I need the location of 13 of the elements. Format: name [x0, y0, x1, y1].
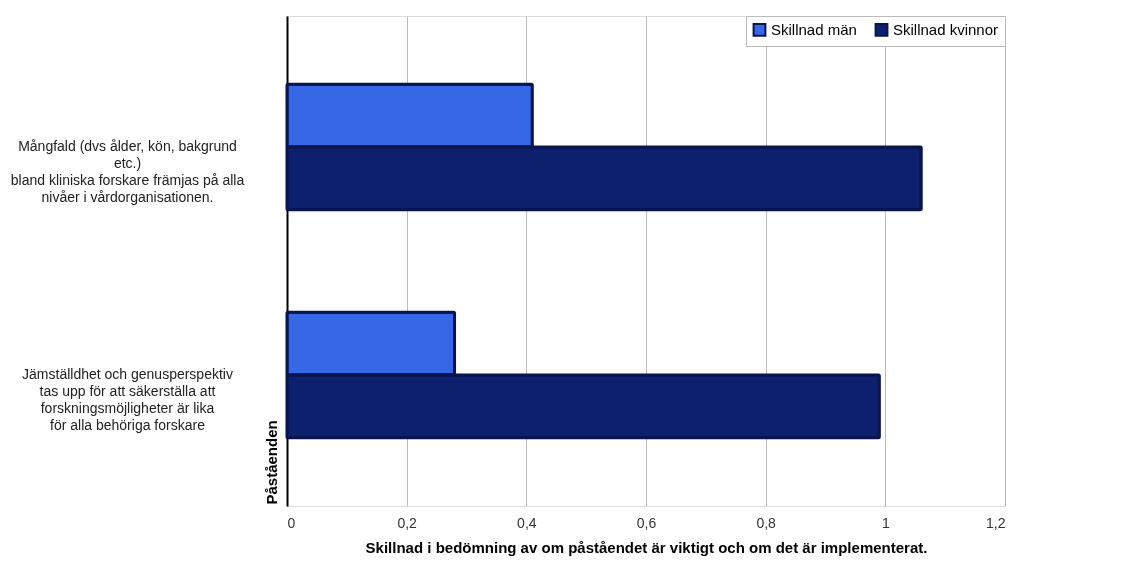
x-tick-label: 1 [881, 514, 890, 531]
x-tick-label: 0 [287, 514, 296, 531]
x-axis-title: Skillnad i bedömning av om påståendet är viktigt och om det är implementerat. [365, 538, 928, 556]
x-tick-label: 0,8 [756, 514, 777, 531]
x-tick-label: 0,4 [517, 514, 537, 531]
legend-label: Skillnad kvinnor [893, 20, 999, 38]
y-tick-label: Mångfald (dvs ålder, kön, bakgrund etc.) bland kliniska forskare främjas på alla nivåer i vårdorganisationen. [10, 138, 245, 206]
y-axis-title: Påståenden [262, 420, 280, 505]
y-tick-label: Jämställdhet och genusperspektiv tas upp för att säkerställa att forskningsmöjligheter är lika för alla behöriga forskare [22, 365, 233, 433]
x-tick-label: 1,2 [986, 514, 1006, 531]
x-tick-label: 0,6 [636, 514, 657, 531]
legend-label: Skillnad män [771, 20, 857, 38]
x-tick-label: 0,2 [397, 514, 418, 531]
